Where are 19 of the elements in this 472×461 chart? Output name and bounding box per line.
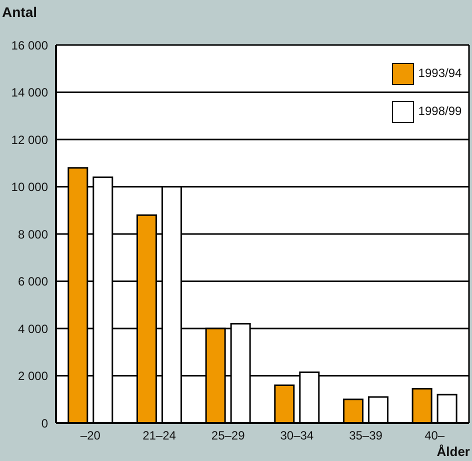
y-tick-label: 14 000 (11, 86, 48, 100)
x-tick-label: 40– (424, 428, 445, 443)
y-tick-label: 10 000 (11, 180, 48, 194)
y-tick-label: 6 000 (18, 274, 48, 289)
text: Antal (2, 4, 37, 20)
x-tick-label: 30–34 (280, 428, 314, 443)
x-tick-label: 21–24 (142, 428, 176, 443)
x-axis-title: Ålder (436, 444, 470, 459)
y-tick-label: 2 000 (18, 369, 48, 384)
y-tick-label: 16 000 (11, 38, 48, 52)
y-tick-label: 4 000 (18, 322, 48, 336)
x-tick-label: –20 (80, 428, 101, 443)
y-tick-label: 0 (41, 416, 48, 430)
y-tick-label: 12 000 (11, 132, 48, 147)
legend-label: 1998/99 (418, 104, 462, 118)
x-tick-label: 25–29 (211, 428, 246, 443)
x-tick-label: 35–39 (349, 428, 383, 443)
legend-label: 1993/94 (418, 66, 462, 80)
y-tick-label: 8 000 (18, 227, 48, 242)
